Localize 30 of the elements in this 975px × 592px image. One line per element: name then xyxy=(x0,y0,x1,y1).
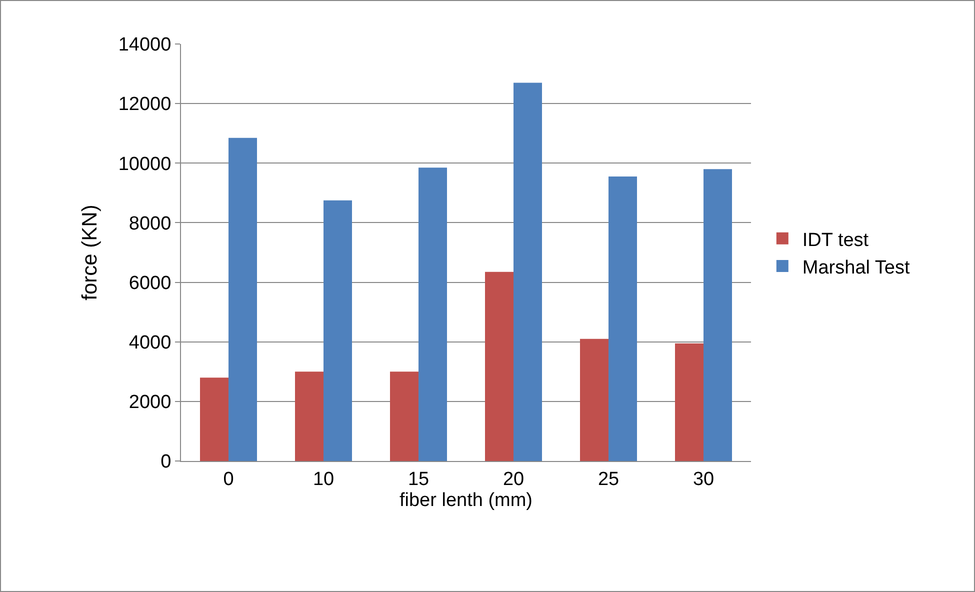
bar xyxy=(608,176,637,461)
bar xyxy=(675,343,704,461)
bar xyxy=(580,338,608,461)
x-axis-title: fiber lenth (mm) xyxy=(399,490,533,511)
legend-label: IDT test xyxy=(802,230,870,251)
bar xyxy=(390,372,418,461)
x-tick-label: 0 xyxy=(223,468,234,490)
y-tick-label: 8000 xyxy=(128,213,172,234)
x-tick-label: 15 xyxy=(408,468,430,490)
y-tick-label: 2000 xyxy=(128,392,172,414)
x-tick-label: 25 xyxy=(598,468,620,490)
y-tick-label: 6000 xyxy=(128,272,172,294)
bar xyxy=(704,169,732,461)
bar xyxy=(295,372,324,461)
y-tick-label: 12000 xyxy=(118,94,172,116)
legend-label: Marshal Test xyxy=(802,257,910,278)
y-tick-label: 14000 xyxy=(118,34,172,56)
x-tick-label: 20 xyxy=(502,468,524,490)
x-tick-label: 10 xyxy=(312,468,334,490)
y-tick-label: 10000 xyxy=(118,154,172,175)
bar xyxy=(200,378,228,461)
y-tick-label: 0 xyxy=(160,452,172,473)
bar xyxy=(324,200,352,461)
bar xyxy=(228,138,257,461)
bar xyxy=(485,272,514,461)
y-axis-title: force (KN) xyxy=(78,204,102,300)
y-tick-label: 4000 xyxy=(128,332,172,354)
bar xyxy=(418,168,447,461)
x-tick-label: 30 xyxy=(692,468,714,490)
bar xyxy=(514,82,542,461)
